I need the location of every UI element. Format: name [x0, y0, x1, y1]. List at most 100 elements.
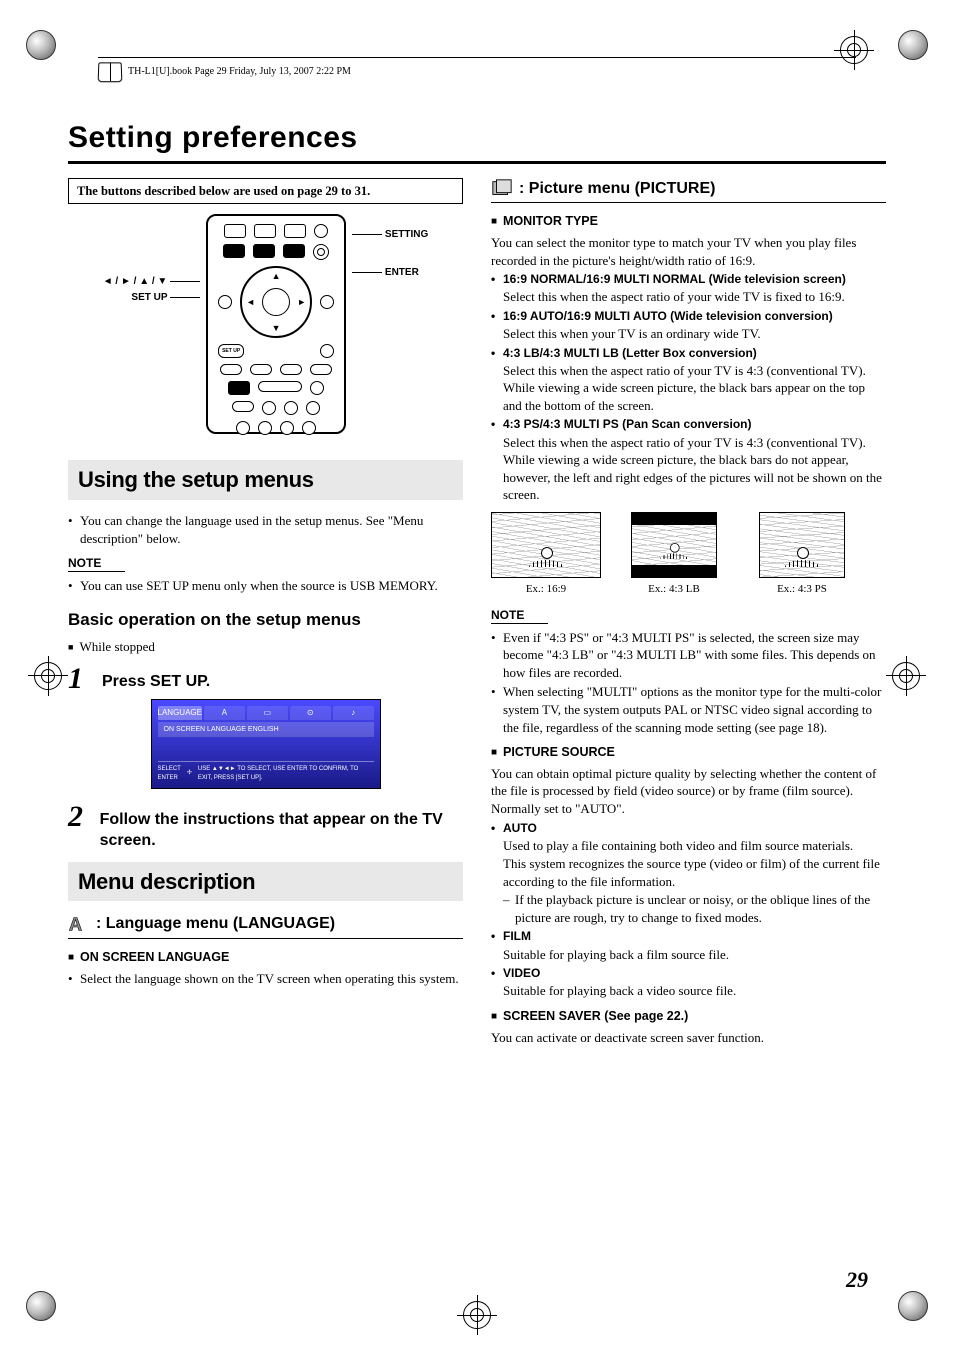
- aspect-ratio-figures: Ex.: 16:9 Ex.: 4:3 LB Ex.: 4:3 PS: [491, 512, 886, 597]
- monitor-type-item: 4:3 LB/4:3 MULTI LB (Letter Box conversi…: [503, 345, 886, 415]
- osd-tab-language: LANGUAGE: [158, 706, 202, 720]
- on-screen-language-list: Select the language shown on the TV scre…: [68, 970, 463, 988]
- monitor-type-item-title: 4:3 LB/4:3 MULTI LB (Letter Box conversi…: [503, 346, 757, 360]
- setting-callout: SETTING: [385, 229, 428, 240]
- language-glyph-icon: A: [68, 914, 90, 934]
- picture-source-film-desc: Suitable for playing back a film source …: [503, 946, 886, 964]
- dpad-icon: ▲▼ ◄►: [240, 266, 312, 338]
- osd-foot-select: SELECT: [158, 765, 181, 773]
- remote-body: ▲▼ ◄► SET UP: [206, 214, 346, 434]
- aspect-169-label: Ex.: 16:9: [526, 583, 566, 595]
- monitor-type-intro: You can select the monitor type to match…: [491, 234, 886, 269]
- using-setup-bullet: You can change the language used in the …: [80, 512, 463, 547]
- picture-source-auto-dash: If the playback picture is unclear or no…: [503, 891, 886, 926]
- picture-source-intro1: You can obtain optimal picture quality b…: [491, 765, 886, 800]
- monitor-type-item-title: 16:9 NORMAL/16:9 MULTI NORMAL (Wide tele…: [503, 272, 846, 286]
- step-1-number: 1: [68, 665, 92, 692]
- svg-text:A: A: [69, 914, 82, 934]
- picture-note-item: When selecting "MULTI" options as the mo…: [503, 683, 886, 736]
- monitor-type-item: 16:9 AUTO/16:9 MULTI AUTO (Wide televisi…: [503, 308, 886, 343]
- picture-menu-title: : Picture menu (PICTURE): [519, 178, 715, 200]
- manual-page: TH-L1[U].book Page 29 Friday, July 13, 2…: [0, 0, 954, 1351]
- picture-source-intro2: Normally set to "AUTO".: [491, 800, 886, 818]
- monitor-type-heading: MONITOR TYPE: [491, 213, 886, 230]
- aspect-43ps-label: Ex.: 4:3 PS: [777, 583, 827, 595]
- corner-ornament: [898, 30, 928, 60]
- osd-screenshot: LANGUAGE A ▭ ⊙ ♪ ON SCREEN LANGUAGE ENGL…: [151, 699, 381, 789]
- monitor-type-item-title: 4:3 PS/4:3 MULTI PS (Pan Scan conversion…: [503, 417, 752, 431]
- page-number: 29: [846, 1265, 868, 1295]
- osd-tab-icon: ⊙: [290, 706, 331, 720]
- note-heading: NOTE: [491, 607, 548, 624]
- picture-source-auto-title: AUTO: [503, 821, 537, 835]
- aspect-43lb-figure: Ex.: 4:3 LB: [619, 512, 729, 597]
- book-icon: [98, 62, 122, 82]
- note-heading: NOTE: [68, 555, 125, 572]
- using-setup-note-list: You can use SET UP menu only when the so…: [68, 577, 463, 595]
- title-rule: [68, 161, 886, 164]
- arrows-callout: ◄ / ► / ▲ / ▼: [103, 276, 168, 287]
- monitor-type-item-desc: Select this when your TV is an ordinary …: [503, 325, 886, 343]
- picture-source-auto: AUTO Used to play a file containing both…: [503, 820, 886, 927]
- aspect-169-figure: Ex.: 16:9: [491, 512, 601, 597]
- osd-row: ON SCREEN LANGUAGE ENGLISH: [158, 722, 374, 737]
- step-2: 2 Follow the instructions that appear on…: [68, 803, 463, 852]
- step-2-text: Follow the instructions that appear on t…: [100, 803, 463, 852]
- aspect-43lb-label: Ex.: 4:3 LB: [648, 583, 700, 595]
- picture-menu-heading: : Picture menu (PICTURE): [491, 178, 886, 204]
- corner-ornament: [898, 1291, 928, 1321]
- monitor-type-item-desc: Select this when the aspect ratio of you…: [503, 434, 886, 504]
- osd-tab-icon: ♪: [333, 706, 374, 720]
- step-2-number: 2: [68, 803, 90, 830]
- right-column: : Picture menu (PICTURE) MONITOR TYPE Yo…: [491, 178, 886, 1047]
- osd-foot-hint: USE ▲▼◄► TO SELECT, USE ENTER TO CONFIRM…: [198, 765, 374, 781]
- setup-button-icon: SET UP: [218, 344, 244, 358]
- on-screen-language-bullet: Select the language shown on the TV scre…: [80, 970, 463, 988]
- corner-ornament: [26, 30, 56, 60]
- osd-foot-enter: ENTER: [158, 774, 181, 782]
- monitor-type-item-desc: Select this when the aspect ratio of you…: [503, 288, 886, 306]
- section-menu-description: Menu description: [68, 862, 463, 902]
- enter-callout: ENTER: [385, 267, 419, 278]
- setup-callout: SET UP: [131, 292, 167, 303]
- page-title: Setting preferences: [68, 118, 886, 159]
- picture-glyph-icon: [491, 178, 513, 198]
- basic-operation-heading: Basic operation on the setup menus: [68, 609, 463, 632]
- picture-source-video-title: VIDEO: [503, 966, 540, 980]
- monitor-type-item: 16:9 NORMAL/16:9 MULTI NORMAL (Wide tele…: [503, 271, 886, 306]
- screen-saver-heading: SCREEN SAVER (See page 22.): [491, 1008, 886, 1025]
- section-using-setup: Using the setup menus: [68, 460, 463, 500]
- monitor-type-list: 16:9 NORMAL/16:9 MULTI NORMAL (Wide tele…: [491, 271, 886, 504]
- screen-saver-desc: You can activate or deactivate screen sa…: [491, 1029, 886, 1047]
- using-setup-note: You can use SET UP menu only when the so…: [80, 577, 463, 595]
- osd-tab-icon: ▭: [247, 706, 288, 720]
- registration-mark: [463, 1301, 491, 1329]
- callout-right: SETTING ENTER: [352, 214, 428, 279]
- monitor-type-item-desc: Select this when the aspect ratio of you…: [503, 362, 886, 415]
- picture-source-auto-desc1: Used to play a file containing both vide…: [503, 837, 886, 855]
- picture-source-video: VIDEO Suitable for playing back a video …: [503, 965, 886, 1000]
- page-header: TH-L1[U].book Page 29 Friday, July 13, 2…: [98, 57, 856, 82]
- picture-source-film: FILM Suitable for playing back a film so…: [503, 928, 886, 963]
- on-screen-language-heading: ON SCREEN LANGUAGE: [68, 949, 463, 966]
- step-1: 1 Press SET UP.: [68, 665, 463, 693]
- using-setup-list: You can change the language used in the …: [68, 512, 463, 547]
- callout-left: ◄ / ► / ▲ / ▼ SET UP: [103, 214, 200, 306]
- corner-ornament: [26, 1291, 56, 1321]
- left-column: The buttons described below are used on …: [68, 178, 463, 1047]
- aspect-43ps-figure: Ex.: 4:3 PS: [747, 512, 857, 597]
- registration-mark: [892, 662, 920, 690]
- header-crop-text: TH-L1[U].book Page 29 Friday, July 13, 2…: [128, 65, 351, 79]
- picture-source-list: AUTO Used to play a file containing both…: [491, 820, 886, 1000]
- osd-footer: SELECT ENTER ✢ USE ▲▼◄► TO SELECT, USE E…: [158, 761, 374, 781]
- picture-notes-list: Even if "4:3 PS" or "4:3 MULTI PS" is se…: [491, 629, 886, 736]
- registration-mark: [34, 662, 62, 690]
- step-1-text: Press SET UP.: [102, 665, 210, 693]
- monitor-type-item-title: 16:9 AUTO/16:9 MULTI AUTO (Wide televisi…: [503, 309, 833, 323]
- language-menu-title: : Language menu (LANGUAGE): [96, 913, 335, 935]
- buttons-note-box: The buttons described below are used on …: [68, 178, 463, 205]
- picture-source-heading: PICTURE SOURCE: [491, 744, 886, 761]
- while-stopped-label: While stopped: [68, 638, 463, 656]
- picture-note-item: Even if "4:3 PS" or "4:3 MULTI PS" is se…: [503, 629, 886, 682]
- monitor-type-item: 4:3 PS/4:3 MULTI PS (Pan Scan conversion…: [503, 416, 886, 503]
